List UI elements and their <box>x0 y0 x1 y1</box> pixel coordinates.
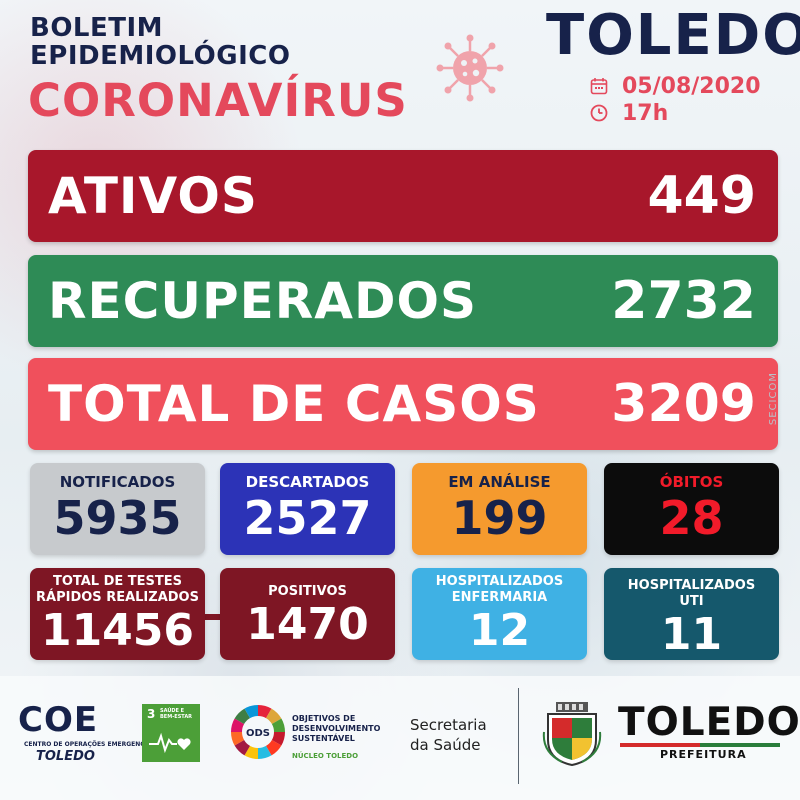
ods-line2: DESENVOLVIMENTO <box>292 724 381 733</box>
footer <box>0 676 800 800</box>
positivos-label: POSITIVOS <box>268 584 347 599</box>
date-text: 05/08/2020 <box>622 73 761 99</box>
secicom-watermark: SECICOM <box>768 372 779 426</box>
uti-card: HOSPITALIZADOS UTI 11 <box>604 568 779 660</box>
descartados-card: DESCARTADOS 2527 <box>220 463 395 555</box>
ativos-bar: ATIVOS 449 <box>28 150 778 242</box>
notificados-label: NOTIFICADOS <box>59 473 176 491</box>
descartados-value: 2527 <box>243 491 372 545</box>
notificados-value: 5935 <box>53 491 182 545</box>
obitos-value: 28 <box>659 491 724 545</box>
em-analise-label: EM ANÁLISE <box>448 473 551 491</box>
total-casos-label: TOTAL DE CASOS <box>48 375 540 433</box>
sdg3-text-line2: BEM-ESTAR <box>160 714 193 720</box>
footer-divider <box>518 688 519 784</box>
prefeitura-underline <box>620 743 780 747</box>
city-title: TOLEDO <box>546 3 800 68</box>
coronavirus-title: CORONAVÍRUS <box>28 74 408 127</box>
testes-rapidos-value: 11456 <box>40 605 195 656</box>
recuperados-label: RECUPERADOS <box>48 272 477 330</box>
date-row: 05/08/2020 <box>590 73 761 99</box>
secretaria-saude: Secretaria da Saúde <box>410 715 487 755</box>
sdg3-number: 3 <box>147 707 156 721</box>
calendar-icon <box>590 78 608 95</box>
ativos-value: 449 <box>647 166 756 226</box>
enfermaria-label: HOSPITALIZADOS ENFERMARIA <box>436 574 563 606</box>
virus-icon <box>436 34 504 102</box>
em-analise-card: EM ANÁLISE 199 <box>412 463 587 555</box>
sdg3-logo: 3 SAÚDE E BEM-ESTAR <box>142 704 200 762</box>
testes-label-line2: RÁPIDOS REALIZADOS <box>36 590 199 605</box>
coe-logo: COE <box>18 700 99 740</box>
sdg3-text-line1: SAÚDE E <box>160 708 185 714</box>
sdg3-text: SAÚDE E BEM-ESTAR <box>160 708 192 720</box>
em-analise-value: 199 <box>451 491 548 545</box>
enfermaria-card: HOSPITALIZADOS ENFERMARIA 12 <box>412 568 587 660</box>
ods-wheel-label: ODS <box>246 728 270 739</box>
testes-rapidos-label: TOTAL DE TESTES RÁPIDOS REALIZADOS <box>36 574 199 606</box>
ods-wheel-icon: ODS <box>230 705 286 759</box>
recuperados-value: 2732 <box>611 271 756 331</box>
total-casos-bar: TOTAL DE CASOS 3209 <box>28 358 778 450</box>
enfermaria-label-line2: ENFERMARIA <box>451 590 548 605</box>
ods-text: OBJETIVOS DE DESENVOLVIMENTO SUSTENTÁVEL <box>292 714 380 744</box>
total-casos-value: 3209 <box>611 374 756 434</box>
clock-icon <box>590 104 608 122</box>
uti-label-line1: HOSPITALIZADOS <box>627 578 756 593</box>
ativos-label: ATIVOS <box>48 167 258 225</box>
recuperados-bar: RECUPERADOS 2732 <box>28 255 778 347</box>
uti-value: 11 <box>660 609 723 660</box>
descartados-label: DESCARTADOS <box>245 473 370 491</box>
ods-line1: OBJETIVOS DE <box>292 714 356 723</box>
uti-label-line2: UTI <box>679 594 704 609</box>
title-line2: EPIDEMIOLÓGICO <box>30 41 291 71</box>
obitos-card: ÓBITOS 28 <box>604 463 779 555</box>
obitos-label: ÓBITOS <box>659 473 724 491</box>
secretaria-line2: da Saúde <box>410 736 481 754</box>
time-row: 17h <box>590 100 669 126</box>
testes-positivos-connector <box>200 614 224 620</box>
positivos-value: 1470 <box>246 599 369 650</box>
coe-city: TOLEDO <box>36 749 95 764</box>
heartbeat-icon <box>149 732 191 754</box>
testes-label-line1: TOTAL DE TESTES <box>52 574 183 589</box>
coe-subtitle: CENTRO DE OPERAÇÕES EMERGENCIAIS <box>24 741 159 748</box>
coat-of-arms-icon <box>542 702 602 766</box>
enfermaria-value: 12 <box>468 605 531 656</box>
testes-rapidos-card: TOTAL DE TESTES RÁPIDOS REALIZADOS 11456 <box>30 568 205 660</box>
uti-label: HOSPITALIZADOS UTI <box>628 578 755 610</box>
notificados-card: NOTIFICADOS 5935 <box>30 463 205 555</box>
title-line1: BOLETIM <box>30 13 164 43</box>
prefeitura-city: TOLEDO <box>618 700 800 745</box>
ods-line3: SUSTENTÁVEL <box>292 734 355 743</box>
positivos-card: POSITIVOS 1470 <box>220 568 395 660</box>
time-text: 17h <box>622 100 669 126</box>
enfermaria-label-line1: HOSPITALIZADOS <box>435 574 564 589</box>
ods-nucleo: NÚCLEO TOLEDO <box>292 752 359 760</box>
prefeitura-label: PREFEITURA <box>660 748 747 761</box>
secretaria-line1: Secretaria <box>410 716 487 734</box>
